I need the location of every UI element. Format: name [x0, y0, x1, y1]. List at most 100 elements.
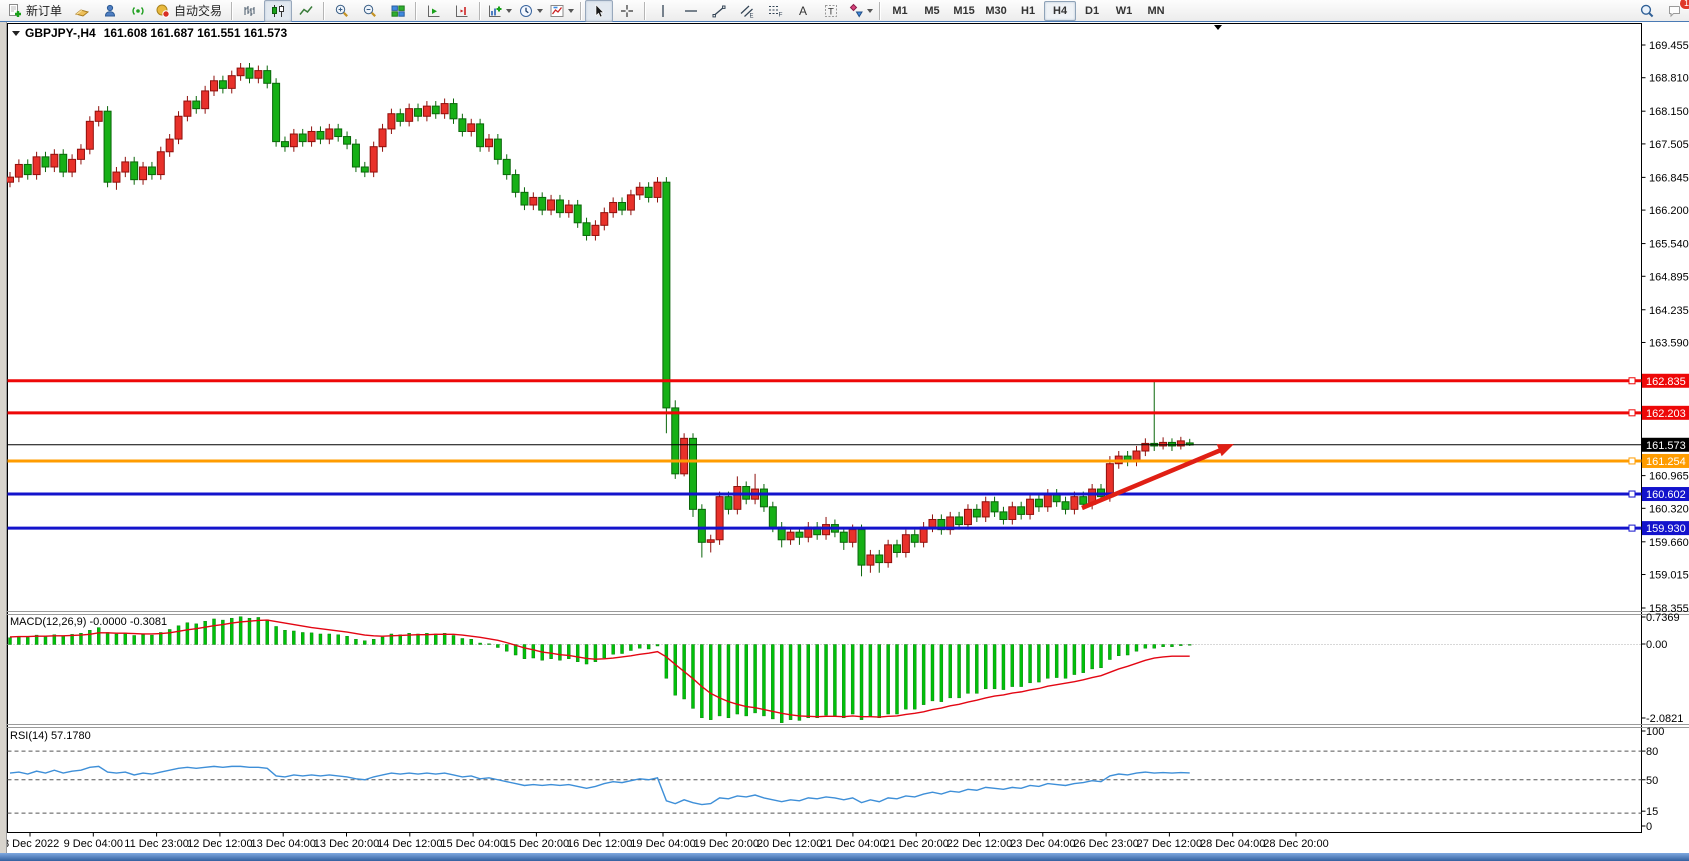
macd-histogram-bar — [1117, 644, 1121, 656]
macd-histogram-bar — [150, 634, 154, 645]
zoom-out-button[interactable] — [356, 0, 384, 22]
price-axis-tick-label: 165.540 — [1649, 239, 1689, 251]
macd-histogram-bar — [96, 627, 101, 645]
date-axis-label: 16 Dec 12:00 — [567, 838, 632, 850]
macd-histogram-bar — [363, 640, 367, 645]
vertical-line-button[interactable] — [649, 0, 677, 22]
trend-arrow-line[interactable] — [1081, 447, 1222, 511]
template-icon — [549, 3, 565, 19]
candle-body — [768, 506, 777, 528]
candle-body — [440, 103, 449, 115]
candle-body — [520, 191, 529, 206]
candle-body — [174, 115, 183, 140]
search-icon — [1639, 3, 1655, 19]
candle-body — [210, 80, 219, 92]
candle-body — [334, 128, 343, 138]
new-order-button[interactable]: 新订单 — [4, 0, 68, 22]
candle-body — [547, 199, 556, 211]
candle-body — [396, 113, 405, 122]
auto-scroll-button[interactable] — [420, 0, 448, 22]
candle-body — [662, 181, 671, 409]
timeframe-h1-button[interactable]: H1 — [1021, 4, 1036, 17]
autotrading-button[interactable]: 自动交易 — [152, 0, 228, 22]
text-label-button[interactable]: T — [817, 0, 845, 22]
hline-axis-label-box — [1642, 453, 1689, 468]
hline-axis-label-box — [1642, 405, 1689, 420]
macd-histogram-bar — [948, 644, 952, 699]
arrows-button[interactable] — [845, 0, 876, 22]
trendline-button[interactable] — [705, 0, 733, 22]
macd-histogram-bar — [868, 644, 873, 717]
macd-histogram-bar — [842, 644, 846, 719]
cursor-icon — [591, 3, 607, 19]
clock-icon — [518, 3, 534, 19]
timeframe-m15-button[interactable]: M15 — [953, 4, 975, 17]
macd-histogram-bar — [664, 644, 669, 679]
macd-histogram-bar — [167, 629, 172, 645]
candle-body — [538, 196, 547, 211]
hline-axis-label: 161.254 — [1646, 456, 1686, 468]
hline-handle[interactable] — [1628, 490, 1636, 498]
data-window-button[interactable] — [96, 0, 124, 22]
line-chart-button[interactable] — [292, 0, 320, 22]
search-button[interactable] — [1633, 0, 1661, 22]
date-axis-label: 13 Dec 04:00 — [250, 838, 315, 850]
candle-body — [298, 133, 307, 143]
timeframe-d1-button[interactable]: D1 — [1085, 4, 1100, 17]
hline-handle[interactable] — [1628, 524, 1636, 532]
timeframe-m1-button[interactable]: M1 — [892, 4, 908, 17]
candle-body — [325, 128, 334, 140]
macd-histogram-bar — [132, 635, 136, 645]
chart-shift-button[interactable] — [448, 0, 476, 22]
candle-body — [671, 407, 680, 475]
macd-histogram-bar — [575, 644, 580, 662]
macd-histogram-bar — [354, 639, 358, 645]
candle-body — [786, 531, 795, 541]
macd-histogram-bar — [407, 633, 411, 645]
tile-windows-button[interactable] — [384, 0, 412, 22]
equidistant-channel-button[interactable]: E — [733, 0, 761, 22]
toolbar-separator — [644, 1, 647, 20]
candlestick-chart-button[interactable] — [264, 0, 293, 22]
macd-histogram-bar — [176, 625, 181, 645]
candle-body — [449, 103, 458, 120]
cursor-button[interactable] — [585, 0, 614, 22]
symbol-dropdown-icon[interactable] — [12, 30, 20, 36]
hline-handle[interactable] — [1628, 457, 1636, 465]
candle-body — [1167, 441, 1176, 447]
horizontal-line-button[interactable] — [677, 0, 705, 22]
price-axis-tick-label: 167.505 — [1649, 139, 1689, 151]
timeframe-m5-button[interactable]: M5 — [924, 4, 940, 17]
candle-body — [866, 554, 875, 566]
bar-chart-button[interactable] — [236, 0, 264, 22]
market-watch-button[interactable] — [68, 0, 96, 22]
crosshair-button[interactable] — [613, 0, 641, 22]
timeframe-w1-button[interactable]: W1 — [1115, 4, 1133, 17]
fibonacci-button[interactable]: F — [761, 0, 789, 22]
signals-button[interactable] — [124, 0, 152, 22]
new-chart-button[interactable] — [484, 0, 515, 22]
macd-histogram-bar — [815, 644, 819, 719]
trend-arrow-head[interactable] — [1216, 444, 1234, 457]
macd-axis-label: 0.7369 — [1646, 612, 1680, 624]
scroll-to-end-marker[interactable] — [1214, 25, 1222, 30]
zoom-in-button[interactable] — [328, 0, 356, 22]
hline-handle[interactable] — [1628, 409, 1636, 417]
macd-histogram-bar — [185, 622, 190, 645]
macd-histogram-bar — [26, 637, 30, 645]
timeframe-mn-button[interactable]: MN — [1147, 4, 1165, 17]
macd-indicator-label: MACD(12,26,9) -0.0000 -0.3081 — [10, 616, 168, 628]
text-button[interactable]: A — [789, 0, 817, 22]
periods-button[interactable] — [515, 0, 546, 22]
templates-button[interactable] — [546, 0, 577, 22]
zoom-out-icon — [362, 3, 378, 19]
date-axis-label: 27 Dec 12:00 — [1137, 838, 1202, 850]
date-axis-label: 13 Dec 20:00 — [314, 838, 379, 850]
timeframe-m30-button[interactable]: M30 — [985, 4, 1007, 17]
timeframe-h4-button[interactable]: H4 — [1044, 0, 1077, 21]
notifications-button[interactable]: 1 — [1661, 0, 1689, 22]
hline-handle[interactable] — [1628, 377, 1636, 385]
rsi-axis-label: 50 — [1646, 775, 1658, 787]
macd-histogram-bar — [17, 636, 21, 645]
